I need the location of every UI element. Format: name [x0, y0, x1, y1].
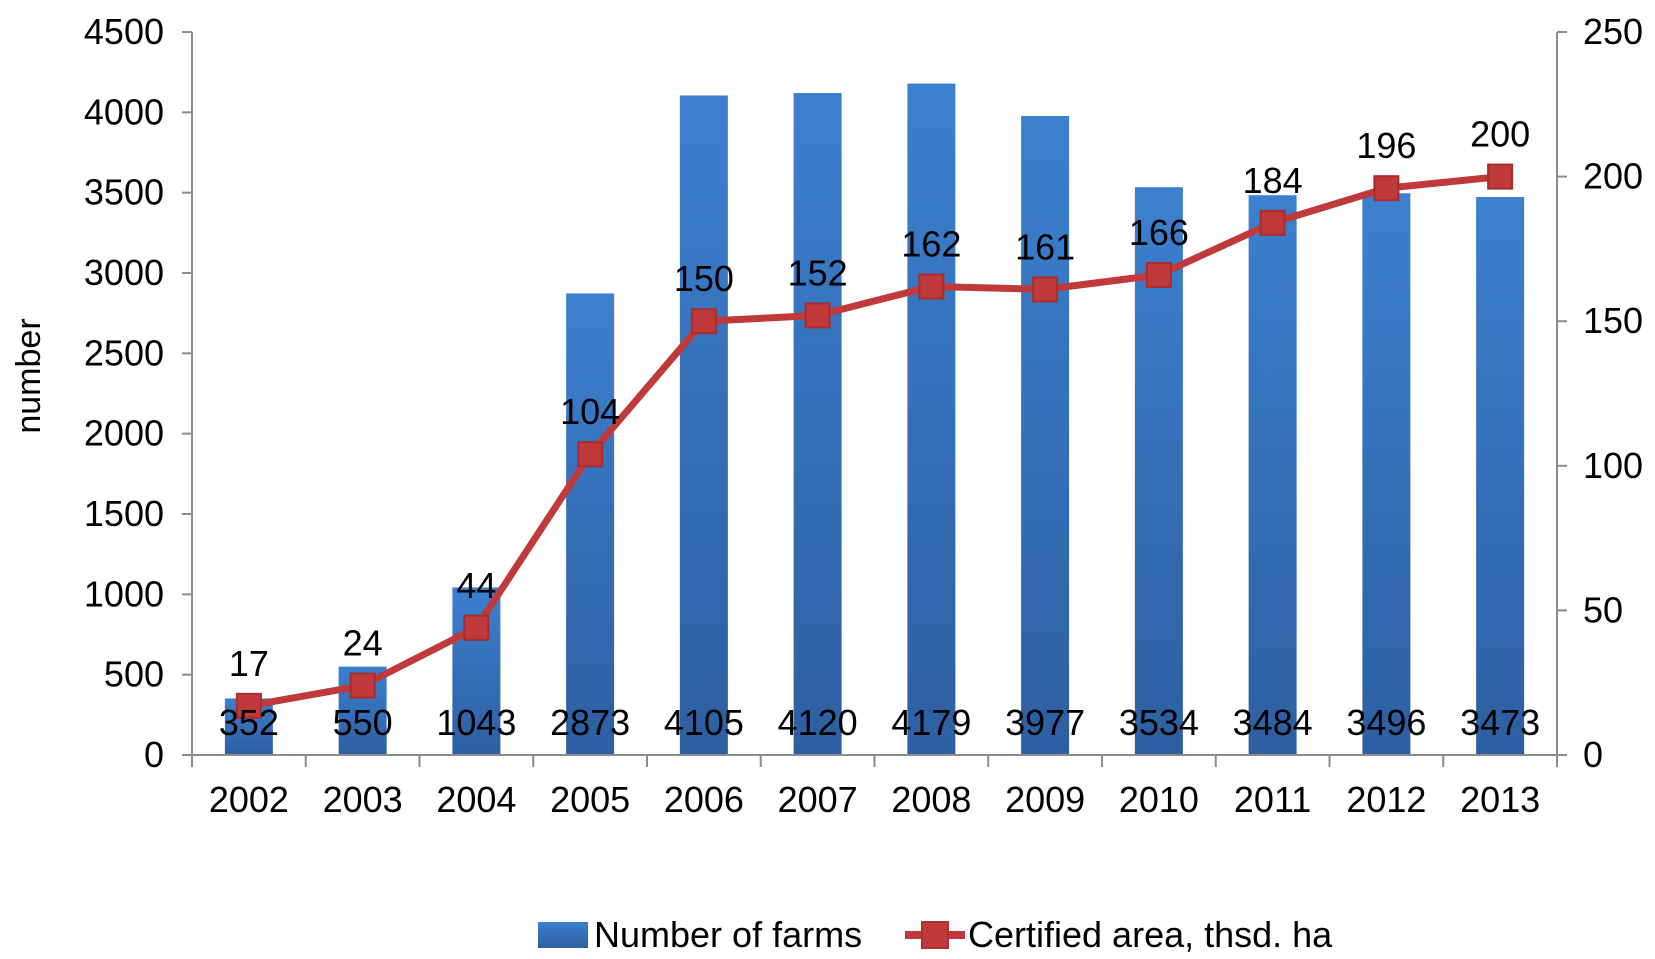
bar-2011 [1248, 195, 1297, 756]
line-label-2004: 44 [456, 565, 496, 606]
bar-2007 [793, 93, 842, 755]
marker-2009 [1032, 276, 1059, 303]
line-label-2012: 196 [1356, 125, 1416, 166]
line-label-2009: 161 [1015, 226, 1075, 267]
line-label-2007: 152 [788, 252, 848, 293]
y-tick-label-left: 1000 [84, 573, 164, 614]
bar-2008 [907, 83, 956, 756]
bar-label-2002: 352 [219, 702, 279, 743]
line-label-2011: 184 [1243, 160, 1303, 201]
bar-label-2003: 550 [333, 702, 393, 743]
marker-2002 [235, 692, 262, 719]
line-label-2005: 104 [560, 391, 620, 432]
x-tick-label-2005: 2005 [550, 779, 630, 820]
bar-label-2005: 2873 [550, 702, 630, 743]
bar-label-2008: 4179 [891, 702, 971, 743]
legend-label-area: Certified area, thsd. ha [968, 914, 1333, 955]
bar-2005 [566, 293, 615, 755]
bar-label-2004: 1043 [436, 702, 516, 743]
bars-layer [224, 83, 1525, 756]
x-tick-label-2006: 2006 [664, 779, 744, 820]
marker-2008 [918, 273, 945, 300]
x-tick-label-2011: 2011 [1234, 779, 1311, 820]
bar-2009 [1021, 116, 1070, 755]
line-label-2008: 162 [901, 223, 961, 264]
legend: Number of farms Certified area, thsd. ha [538, 914, 1333, 955]
line-label-2002: 17 [229, 643, 269, 684]
bar-label-2010: 3534 [1119, 702, 1199, 743]
x-tick-label-2007: 2007 [778, 779, 858, 820]
legend-swatch-farms [538, 922, 588, 948]
bar-2012 [1362, 193, 1411, 755]
y-tick-label-left: 4000 [84, 91, 164, 132]
y-tick-label-left: 500 [104, 654, 164, 695]
y-tick-label-right: 150 [1583, 300, 1643, 341]
legend-label-farms: Number of farms [594, 914, 862, 955]
y-tick-label-right: 250 [1583, 11, 1643, 52]
y-tick-label-left: 0 [144, 734, 164, 775]
marker-2006 [690, 308, 717, 335]
bar-2006 [679, 95, 728, 756]
bar-label-2007: 4120 [778, 702, 858, 743]
y-tick-label-right: 200 [1583, 156, 1643, 197]
axes-layer: 0 500 1000 1500 2000 2500 3000 3500 4000 4500 0 50 1… [84, 11, 1643, 820]
bar-label-2011: 3484 [1233, 702, 1313, 743]
x-tick-label-2003: 2003 [323, 779, 403, 820]
marker-2012 [1373, 175, 1400, 202]
x-tick-label-2002: 2002 [209, 779, 289, 820]
bar-label-2006: 4105 [664, 702, 744, 743]
x-tick-label-2012: 2012 [1346, 779, 1426, 820]
legend-marker-area [921, 921, 949, 949]
bar-2013 [1476, 197, 1525, 756]
x-tick-label-2009: 2009 [1005, 779, 1085, 820]
x-tick-label-2010: 2010 [1119, 779, 1199, 820]
line-label-2010: 166 [1129, 212, 1189, 253]
y-tick-label-left: 2000 [84, 413, 164, 454]
line-label-2013: 200 [1470, 114, 1530, 155]
bar-label-2009: 3977 [1005, 702, 1085, 743]
y-tick-label-left: 3500 [84, 172, 164, 213]
marker-2011 [1259, 209, 1286, 236]
marker-2007 [804, 302, 831, 329]
line-layer [235, 163, 1514, 719]
y-tick-label-right: 50 [1583, 589, 1623, 630]
line-label-2006: 150 [674, 258, 734, 299]
bar-label-2012: 3496 [1346, 702, 1426, 743]
y-tick-label-left: 4500 [84, 11, 164, 52]
line-certified-area [248, 173, 1501, 710]
y-axis-title: number [10, 318, 48, 433]
y-tick-label-left: 1500 [84, 493, 164, 534]
marker-2013 [1487, 163, 1514, 190]
x-tick-label-2004: 2004 [436, 779, 516, 820]
y-tick-label-left: 3000 [84, 252, 164, 293]
y-tick-label-right: 100 [1583, 445, 1643, 486]
marker-2010 [1145, 261, 1172, 288]
bar-label-2013: 3473 [1460, 702, 1540, 743]
marker-2004 [463, 614, 490, 641]
x-tick-label-2013: 2013 [1460, 779, 1540, 820]
marker-2005 [577, 441, 604, 468]
x-tick-label-2008: 2008 [891, 779, 971, 820]
y-tick-label-right: 0 [1583, 734, 1603, 775]
labels-layer: 17 24 44 104 150 152 162 161 166 184 196 200 352 550 1… [219, 114, 1540, 743]
marker-2003 [349, 672, 376, 699]
y-tick-label-left: 2500 [84, 332, 164, 373]
line-label-2003: 24 [343, 623, 383, 664]
